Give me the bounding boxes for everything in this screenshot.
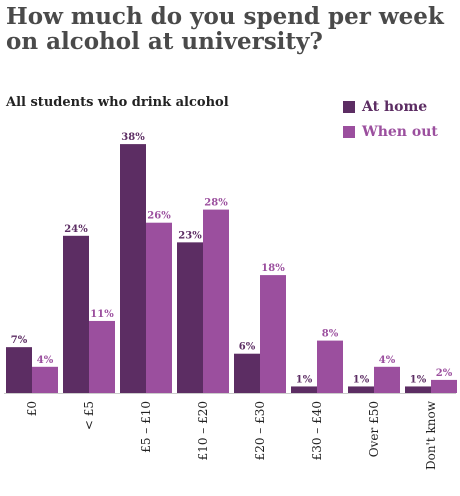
data-label-at-home-6: 1% — [296, 374, 313, 385]
title-line-2: on alcohol at university? — [6, 28, 323, 55]
x-tick-label-5: £20 – £30 — [253, 401, 267, 460]
bar-when-out-8 — [431, 379, 457, 393]
legend-item-series-2: When out — [343, 121, 438, 143]
bar-at-home-2 — [63, 235, 89, 393]
data-label-at-home-5: 6% — [239, 342, 256, 353]
bar-at-home-1 — [6, 347, 32, 393]
data-label-when-out-7: 4% — [379, 355, 396, 366]
legend: At home When out — [343, 96, 438, 146]
legend-label-series-2: When out — [362, 124, 438, 140]
bar-at-home-6 — [291, 386, 317, 393]
bar-when-out-2 — [89, 320, 115, 393]
title-line-1: How much do you spend per week — [6, 3, 444, 30]
legend-swatch-series-1 — [343, 101, 355, 113]
x-tick-label-3: £5 – £10 — [139, 401, 153, 453]
bar-at-home-5 — [234, 353, 260, 393]
bar-at-home-3 — [120, 144, 146, 393]
data-label-when-out-6: 8% — [322, 329, 339, 340]
data-label-at-home-7: 1% — [353, 374, 370, 385]
x-tick-label-8: Don't know — [424, 400, 438, 470]
bar-at-home-4 — [177, 242, 203, 393]
data-label-when-out-1: 4% — [37, 355, 54, 366]
x-tick-label-4: £10 – £20 — [196, 401, 210, 460]
data-label-when-out-4: 28% — [204, 198, 228, 209]
bar-when-out-5 — [260, 275, 286, 393]
x-tick-label-1: £0 — [25, 401, 39, 416]
data-label-at-home-3: 38% — [121, 132, 145, 143]
x-tick-label-2: < £5 — [82, 401, 96, 430]
data-label-when-out-8: 2% — [436, 368, 453, 379]
x-tick-label-7: Over £50 — [367, 401, 381, 457]
bar-when-out-7 — [374, 366, 400, 393]
data-label-when-out-5: 18% — [261, 263, 285, 274]
data-label-when-out-2: 11% — [90, 309, 114, 320]
data-label-when-out-3: 26% — [147, 211, 171, 222]
bar-when-out-4 — [203, 209, 229, 393]
x-tick-label-6: £30 – £40 — [310, 401, 324, 460]
data-label-at-home-8: 1% — [410, 374, 427, 385]
bar-at-home-7 — [348, 386, 374, 393]
bar-when-out-6 — [317, 340, 343, 393]
bar-when-out-1 — [32, 366, 58, 393]
bar-at-home-8 — [405, 386, 431, 393]
data-label-at-home-2: 24% — [64, 224, 88, 235]
bar-when-out-3 — [146, 222, 172, 393]
data-label-at-home-1: 7% — [11, 335, 28, 346]
legend-label-series-1: At home — [362, 99, 428, 115]
data-label-at-home-4: 23% — [178, 230, 202, 241]
legend-item-series-1: At home — [343, 96, 438, 118]
chart-subtitle: All students who drink alcohol — [6, 95, 229, 110]
chart-title: How much do you spend per week on alcoho… — [6, 4, 456, 54]
legend-swatch-series-2 — [343, 126, 355, 138]
